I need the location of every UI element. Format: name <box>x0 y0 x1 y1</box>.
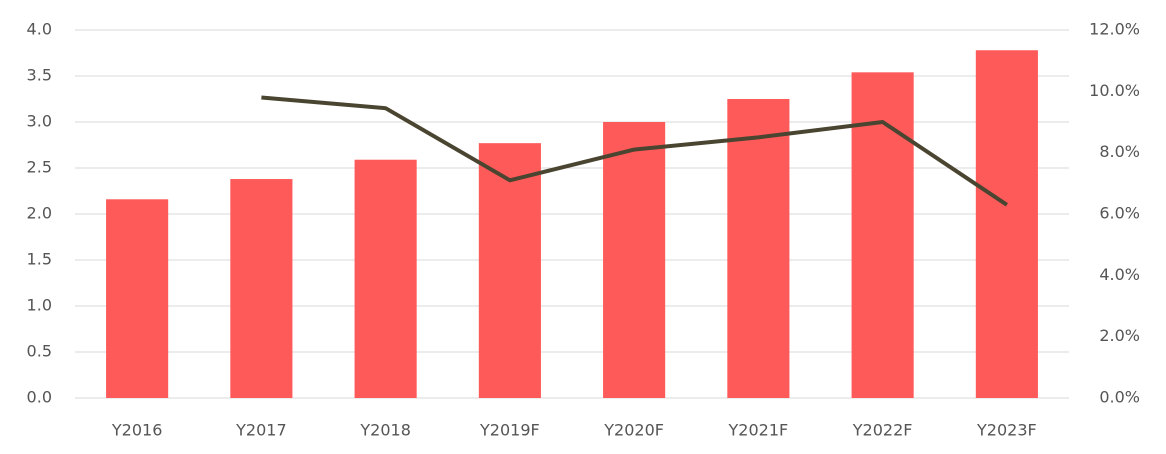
y-tick-label: 1.0 <box>27 296 52 315</box>
x-tick-label: Y2020F <box>603 421 664 440</box>
y-tick-label: 4.0 <box>27 20 52 39</box>
y-tick-label: 3.5 <box>27 66 52 85</box>
x-tick-label: Y2022F <box>852 421 913 440</box>
y2-tick-label: 2.0% <box>1099 326 1140 345</box>
y-tick-label: 0.0 <box>27 388 52 407</box>
x-tick-label: Y2023F <box>976 421 1037 440</box>
y-tick-label: 2.0 <box>27 204 52 223</box>
y-tick-label: 1.5 <box>27 250 52 269</box>
bar <box>478 143 541 398</box>
x-tick-label: Y2016 <box>111 421 163 440</box>
y-tick-label: 0.5 <box>27 342 52 361</box>
bar <box>106 199 169 398</box>
bar <box>354 159 417 398</box>
bar <box>603 122 666 398</box>
y2-tick-label: 4.0% <box>1099 265 1140 284</box>
y2-tick-label: 12.0% <box>1089 20 1140 39</box>
y2-tick-label: 8.0% <box>1099 142 1140 161</box>
x-tick-label: Y2019F <box>479 421 540 440</box>
x-tick-label: Y2018 <box>359 421 411 440</box>
line <box>261 95 1008 207</box>
x-tick-label: Y2021F <box>728 421 789 440</box>
y-tick-label: 2.5 <box>27 158 52 177</box>
y2-tick-label: 0.0% <box>1099 388 1140 407</box>
bar <box>851 72 914 398</box>
y-tick-label: 3.0 <box>27 112 52 131</box>
bar <box>975 50 1038 399</box>
bar <box>230 179 293 398</box>
y2-tick-label: 6.0% <box>1099 204 1140 223</box>
x-tick-label: Y2017 <box>235 421 287 440</box>
y2-tick-label: 10.0% <box>1089 81 1140 100</box>
bar <box>727 99 790 398</box>
